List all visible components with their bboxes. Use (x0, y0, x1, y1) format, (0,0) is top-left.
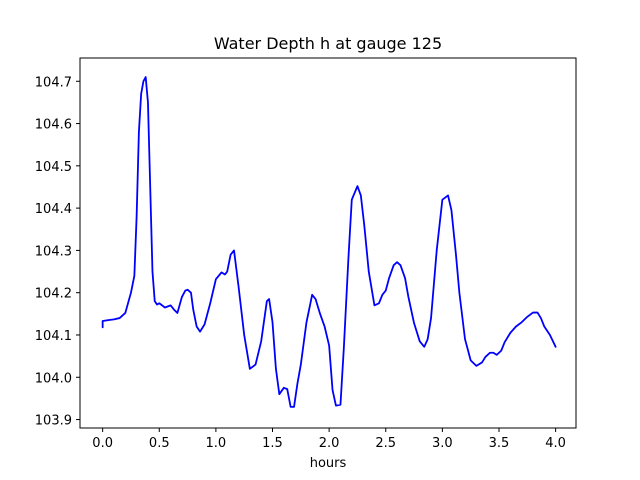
x-tick-label: 0.5 (149, 436, 170, 451)
x-tick-label: 2.5 (375, 436, 396, 451)
y-tick-label: 104.7 (35, 75, 72, 90)
chart-title: Water Depth h at gauge 125 (214, 34, 442, 53)
x-axis: 0.0 0.5 1.0 1.5 2.0 2.5 3.0 3.5 4.0 (92, 428, 566, 451)
y-tick-label: 104.6 (35, 118, 72, 133)
y-tick-label: 104.1 (35, 329, 72, 344)
y-axis: 103.9 104.0 104.1 104.2 104.3 104.4 104.5 104.6… (35, 75, 80, 429)
x-tick-label: 1.0 (206, 436, 227, 451)
y-tick-label: 104.0 (35, 371, 72, 386)
x-tick-label: 2.0 (319, 436, 340, 451)
y-tick-label: 103.9 (35, 414, 72, 429)
y-tick-label: 104.2 (35, 287, 72, 302)
x-tick-label: 4.0 (545, 436, 566, 451)
y-tick-label: 104.3 (35, 244, 72, 259)
x-tick-label: 3.0 (432, 436, 453, 451)
series-line-water-depth (101, 76, 557, 408)
x-tick-label: 0.0 (92, 436, 113, 451)
y-tick-label: 104.5 (35, 160, 72, 175)
x-tick-label: 1.5 (262, 436, 283, 451)
x-axis-label: hours (310, 456, 347, 471)
y-tick-label: 104.4 (35, 202, 72, 217)
x-tick-label: 3.5 (489, 436, 510, 451)
plot-area (101, 76, 557, 408)
axes-frame (79, 57, 577, 429)
